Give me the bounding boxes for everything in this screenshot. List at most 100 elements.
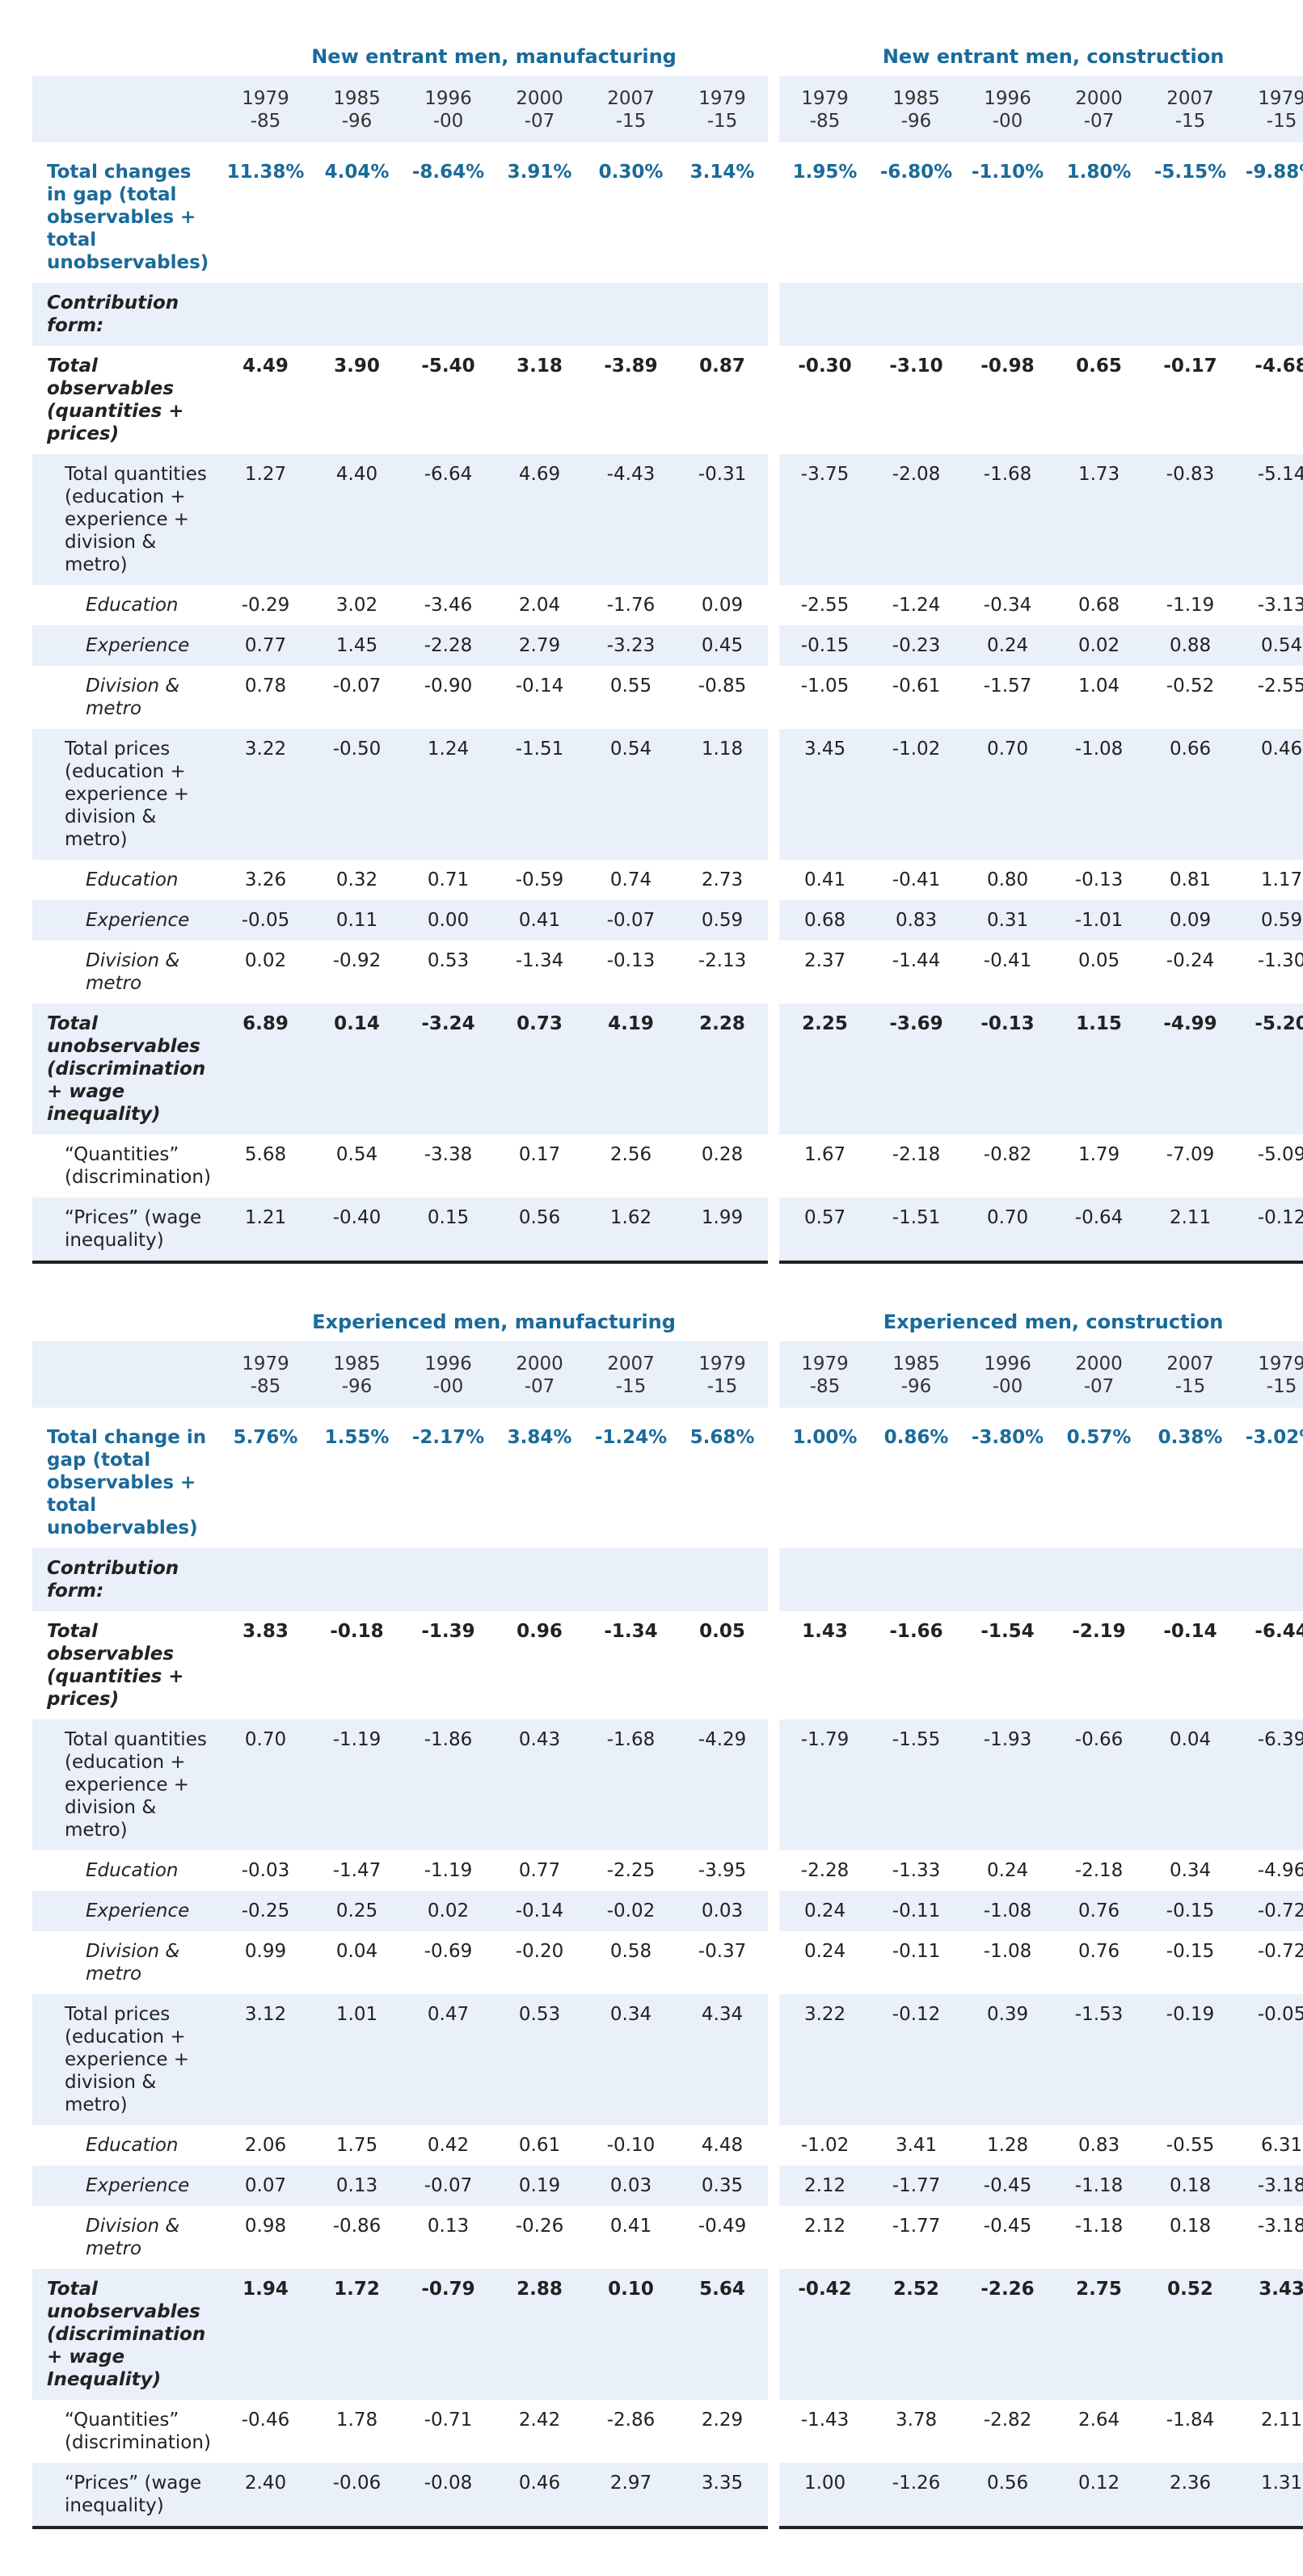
row-label: Total quantities (education + experience… xyxy=(32,454,220,585)
value-cell: -1.79 xyxy=(779,1719,871,1850)
value-cell: 0.56 xyxy=(494,1198,585,1264)
value-cell: -1.18 xyxy=(1053,2166,1145,2206)
table-row: Total quantities (education + experience… xyxy=(32,1719,1303,1850)
value-cell: 0.00 xyxy=(403,900,494,941)
value-cell: 0.24 xyxy=(803,1941,846,1962)
value-cell: -1.10% xyxy=(971,162,1044,183)
value-cell: 0.05 xyxy=(699,1621,745,1642)
year-label: 1996-00 xyxy=(424,88,472,132)
value-cell: -1.77 xyxy=(871,2166,963,2206)
row-label: Total prices (education + experience + d… xyxy=(32,729,220,860)
value-cell: -4.99 xyxy=(1145,1004,1237,1134)
value-cell: 0.68 xyxy=(779,900,871,941)
value-cell: -0.12 xyxy=(1236,1198,1303,1264)
value-cell: -1.84 xyxy=(1166,2410,1215,2431)
value-cell: 2.04 xyxy=(518,595,561,616)
value-cell: 1.43 xyxy=(802,1621,848,1642)
gap-cell xyxy=(768,585,780,625)
value-cell: 1.00 xyxy=(779,2463,871,2529)
value-cell: 5.76% xyxy=(233,1427,298,1448)
blank-cell xyxy=(220,283,311,346)
row-label: “Quantities” (discrimination) xyxy=(65,1144,211,1188)
value-cell: -0.20 xyxy=(515,1941,564,1962)
year-cell: 2007-15 xyxy=(1145,76,1237,142)
value-cell: 2.88 xyxy=(494,2269,585,2400)
value-cell: 1.17 xyxy=(1260,869,1303,890)
value-cell: -0.25 xyxy=(220,1891,311,1931)
value-cell: 0.41 xyxy=(803,869,846,890)
value-cell: 0.80 xyxy=(986,869,1029,890)
value-cell: 1.79 xyxy=(1077,1144,1120,1165)
value-cell: -0.46 xyxy=(241,2410,290,2431)
value-cell: 0.88 xyxy=(1145,625,1237,666)
value-cell: -3.69 xyxy=(871,1004,963,1134)
value-cell: -0.06 xyxy=(311,2463,403,2529)
value-cell: 2.40 xyxy=(220,2463,311,2529)
value-cell: -1.33 xyxy=(892,1860,941,1881)
blank-cell xyxy=(32,1408,1303,1417)
value-cell: 0.76 xyxy=(1053,1891,1145,1931)
blank-cell xyxy=(403,283,494,346)
year-cell: 1979-15 xyxy=(677,1341,769,1408)
value-cell: 0.47 xyxy=(403,1994,494,2125)
year-label: 1979-15 xyxy=(1258,88,1303,132)
year-label: 1979-15 xyxy=(698,88,746,132)
tables: New entrant men, manufacturing New entran… xyxy=(32,45,1303,2576)
row-label: Total unobservables (discrimination + wa… xyxy=(32,2269,220,2400)
gap-cell xyxy=(768,1719,780,1850)
year-label: 1979-85 xyxy=(801,88,849,132)
value-cell: 2.25 xyxy=(779,1004,871,1134)
value-cell: -4.43 xyxy=(585,454,677,585)
value-cell: -0.15 xyxy=(779,625,871,666)
value-cell: 0.56 xyxy=(962,2463,1054,2529)
value-cell: -0.13 xyxy=(962,1004,1054,1134)
blank-cell xyxy=(311,1548,403,1611)
value-cell: -0.92 xyxy=(332,950,382,971)
year-label: 1979-15 xyxy=(698,1353,746,1397)
value-cell: -1.19 xyxy=(311,1719,403,1850)
value-cell: 0.55 xyxy=(609,676,652,697)
value-cell: -0.29 xyxy=(241,595,290,616)
value-cell: -2.19 xyxy=(1072,1621,1126,1642)
gap-cell xyxy=(768,1548,780,1611)
gap-cell xyxy=(768,625,780,666)
year-cell: 2000-07 xyxy=(494,76,585,142)
value-cell: 0.87 xyxy=(699,356,745,377)
value-cell: 3.02 xyxy=(335,595,378,616)
value-cell: -0.24 xyxy=(1166,950,1215,971)
value-cell: 3.22 xyxy=(220,729,311,860)
value-cell: 0.57 xyxy=(779,1198,871,1264)
value-cell: -1.66 xyxy=(889,1621,943,1642)
value-cell: 0.31 xyxy=(962,900,1054,941)
value-cell: 2.12 xyxy=(779,2166,871,2206)
year-label: 1985-96 xyxy=(892,1353,940,1397)
value-cell: 4.49 xyxy=(242,356,289,377)
gap-cell xyxy=(768,45,780,76)
value-cell: 1.94 xyxy=(220,2269,311,2400)
value-cell: 2.97 xyxy=(585,2463,677,2529)
value-cell: 1.00% xyxy=(792,1427,858,1448)
table-row: Division & metro 0.99 0.04 -0.69 -0.20 0.58 -0… xyxy=(32,1931,1303,1994)
value-cell: 0.24 xyxy=(962,625,1054,666)
value-cell: 0.43 xyxy=(494,1719,585,1850)
value-cell: 0.96 xyxy=(517,1621,563,1642)
year-cell: 1985-96 xyxy=(871,1341,963,1408)
row-label: Experience xyxy=(32,1891,220,1931)
year-label: 1985-96 xyxy=(333,88,381,132)
value-cell: -0.40 xyxy=(311,1198,403,1264)
value-cell: -4.29 xyxy=(677,1719,769,1850)
table-row: Total unobservables (discrimination + wa… xyxy=(32,2269,1303,2400)
value-cell: 0.24 xyxy=(986,1860,1029,1881)
value-cell: -0.14 xyxy=(494,1891,585,1931)
panel-title-row: New entrant men, manufacturing New entran… xyxy=(32,45,1303,76)
value-cell: -1.39 xyxy=(421,1621,475,1642)
gap-cell xyxy=(768,283,780,346)
gap-cell xyxy=(768,1931,780,1994)
value-cell: 2.64 xyxy=(1077,2410,1120,2431)
gap-cell xyxy=(768,729,780,860)
value-cell: -0.45 xyxy=(983,2216,1032,2237)
value-cell: 0.71 xyxy=(427,869,470,890)
value-cell: 1.27 xyxy=(220,454,311,585)
table-row: Total observables (quantities + prices) 3… xyxy=(32,1611,1303,1719)
table-row: Total quantities (education + experience… xyxy=(32,454,1303,585)
